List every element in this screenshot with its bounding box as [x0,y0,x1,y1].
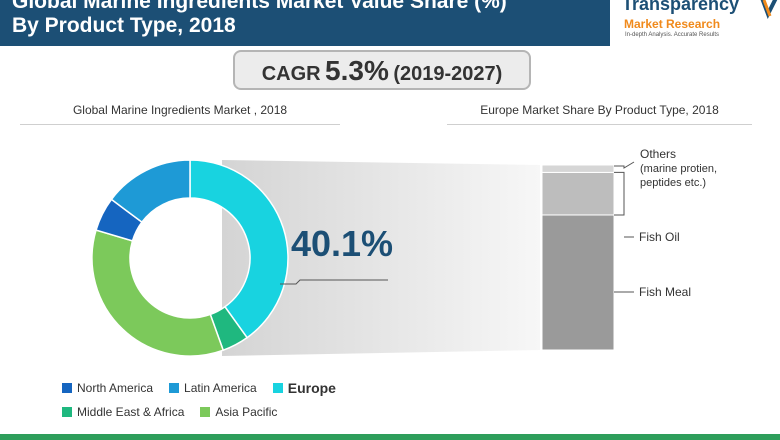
logo-mark-icon [754,0,778,19]
donut-slice-asia-pacific [91,229,225,357]
logo-subtitle: Market Research [624,17,721,31]
cagr-value: 5.3% [325,55,389,86]
legend-label: Latin America [184,381,257,395]
donut-slice-europe [189,159,289,339]
donut-chart-title: Global Marine Ingredients Market , 2018 [72,103,288,117]
legend-item-europe: Europe [272,380,336,396]
company-logo: Transparency Market Research In-depth An… [622,0,780,44]
legend-item-latin-america: Latin America [169,381,257,395]
cagr-range: (2019-2027) [393,63,503,85]
fish-meal-label: Fish Meal [639,285,691,299]
europe-share-underline [280,279,388,285]
stacked-bar-chart [541,164,615,351]
legend-item-north-america: North America [62,381,153,395]
logo-tagline: In-depth Analysis. Accurate Results [625,32,720,38]
cagr-text: CAGR 5.3% (2019-2027) [235,55,529,87]
legend-item-middle-east-africa: Middle East & Africa [62,405,184,419]
bar-segment-others [541,164,615,173]
fish-oil-bracket [614,171,625,216]
europe-funnel [222,160,540,356]
donut-legend: North America Latin America Europe Middl… [62,376,392,424]
cagr-badge: CAGR 5.3% (2019-2027) [233,50,531,90]
donut-title-underline [20,124,340,125]
page-title: Global Marine Ingredients Market Value S… [12,0,507,38]
legend-label: Asia Pacific [215,405,278,419]
cagr-label: CAGR [261,63,321,85]
donut-chart [91,159,289,357]
legend-row-1: North America Latin America Europe [62,376,392,400]
europe-share-label: 40.1% [291,223,393,264]
others-detail-2: peptides etc.) [640,177,706,189]
donut-slice-latin-america [110,159,191,224]
legend-swatch-north-america [62,383,72,393]
others-bracket [614,161,635,169]
logo-name: Transparency [622,0,740,14]
legend-label: Europe [287,380,336,396]
legend-swatch-latin-america [169,383,180,393]
legend-item-asia-pacific: Asia Pacific [200,405,277,419]
header-banner: Global Marine Ingredients Market Value S… [0,0,780,46]
bar-chart-title: Europe Market Share By Product Type, 201… [480,103,719,117]
bar-segment-fish-oil [541,171,615,216]
others-detail-1: (marine protien, [640,163,717,175]
legend-swatch-middle-east-africa [62,407,72,417]
legend-label: North America [77,381,154,395]
legend-swatch-asia-pacific [200,407,211,417]
bar-segment-fish-meal [541,214,615,351]
title-line-1: Global Marine Ingredients Market Value S… [12,0,507,13]
bottom-accent-bar [0,434,780,440]
legend-swatch-europe [272,383,283,393]
others-label: Others [640,147,676,161]
header-fold [560,0,610,46]
legend-row-2: Middle East & Africa Asia Pacific [62,400,392,424]
callouts: 40.1% Others (marine protien, peptides etc.… [280,147,717,299]
header-background [0,0,610,46]
legend-label: Middle East & Africa [77,405,185,419]
title-line-2: By Product Type, 2018 [12,14,236,37]
bar-title-underline [447,124,752,125]
fish-oil-label: Fish Oil [639,230,680,244]
